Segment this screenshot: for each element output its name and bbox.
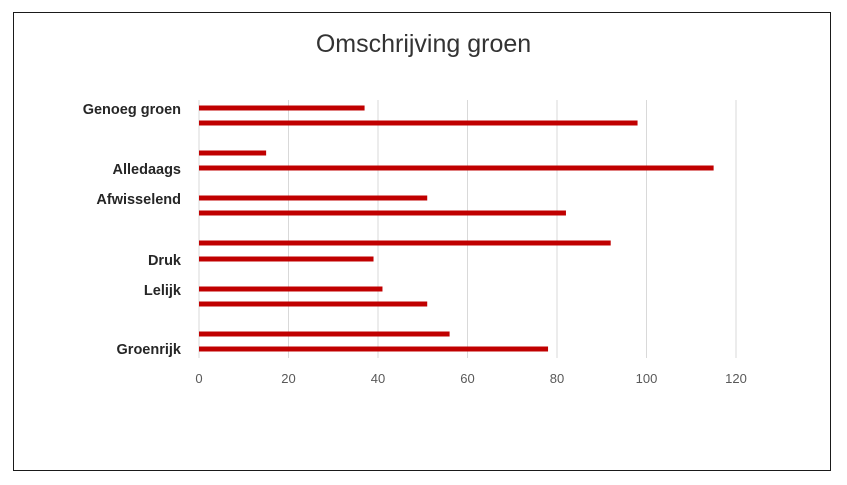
category-label: Alledaags bbox=[113, 162, 182, 178]
bar bbox=[199, 120, 638, 126]
chart-title: Omschrijving groen bbox=[315, 30, 532, 58]
bar bbox=[199, 331, 450, 337]
x-tick-labels: 0 20 40 60 80 100 120 bbox=[195, 371, 746, 386]
bar bbox=[199, 210, 566, 216]
x-tick-label: 100 bbox=[636, 371, 658, 386]
bar bbox=[199, 150, 267, 156]
category-label: Afwisselend bbox=[96, 192, 181, 208]
category-label: Genoeg groen bbox=[83, 102, 181, 118]
x-tick-label: 60 bbox=[460, 371, 474, 386]
category-label: Druk bbox=[148, 253, 182, 269]
x-tick-label: 20 bbox=[281, 371, 295, 386]
bars bbox=[199, 105, 714, 352]
x-tick-label: 0 bbox=[195, 371, 202, 386]
category-labels: Genoeg groen Alledaags Afwisselend Druk Leli… bbox=[83, 102, 182, 358]
category-label: Groenrijk bbox=[117, 342, 182, 358]
bar bbox=[199, 301, 428, 307]
bar bbox=[199, 165, 714, 171]
category-label: Lelijk bbox=[144, 283, 182, 299]
bar bbox=[199, 286, 383, 292]
bar bbox=[199, 346, 549, 352]
x-tick-label: 120 bbox=[725, 371, 747, 386]
bar bbox=[199, 256, 374, 262]
bar bbox=[199, 195, 428, 201]
x-tick-label: 40 bbox=[371, 371, 385, 386]
x-tick-label: 80 bbox=[550, 371, 564, 386]
bar bbox=[199, 240, 611, 246]
bar bbox=[199, 105, 365, 111]
gridlines bbox=[198, 100, 737, 358]
